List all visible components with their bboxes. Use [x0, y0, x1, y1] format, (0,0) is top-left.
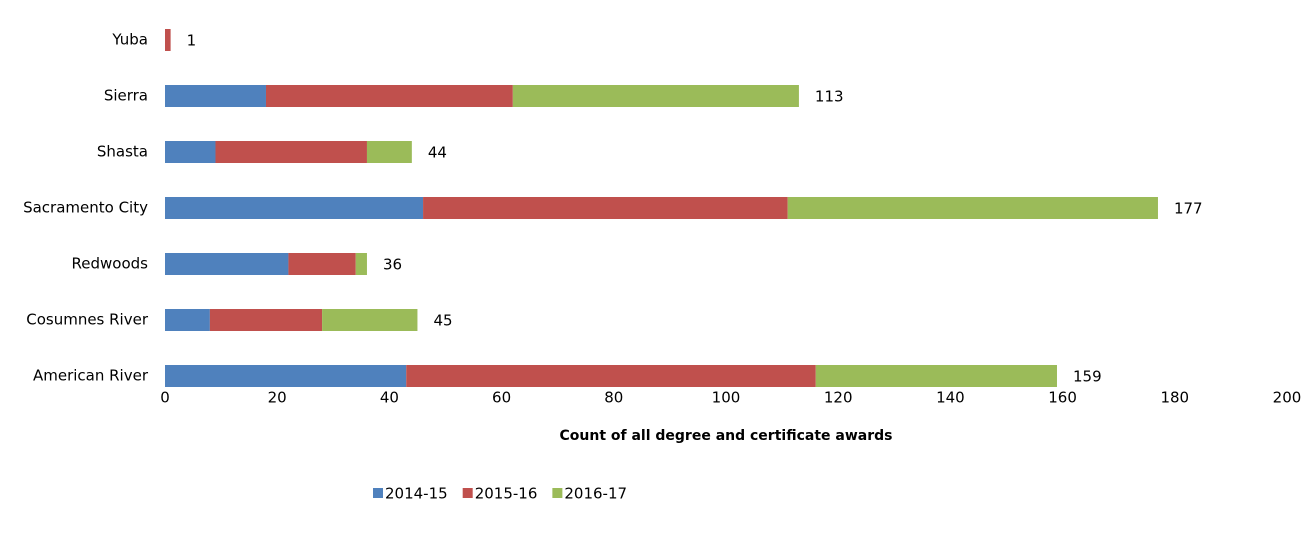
x-tick-label: 160	[1048, 389, 1077, 407]
bar-segment	[355, 253, 367, 275]
x-tick-label: 140	[936, 389, 965, 407]
x-axis-title: Count of all degree and certificate awar…	[560, 428, 893, 444]
bar-segment	[366, 141, 412, 163]
bar-segment	[406, 365, 816, 387]
total-label: 113	[815, 88, 844, 106]
legend-label: 2016-17	[564, 485, 627, 503]
legend-swatch	[462, 488, 473, 498]
x-tick-label: 0	[160, 389, 170, 407]
x-tick-label: 120	[824, 389, 853, 407]
bar-segment	[165, 253, 289, 275]
bar-segment	[423, 197, 788, 219]
bar-segment	[165, 85, 266, 107]
bar-segment	[288, 253, 356, 275]
y-tick-label: American River	[33, 367, 149, 385]
bar-segment	[165, 365, 407, 387]
total-label: 36	[383, 256, 402, 274]
x-tick-label: 180	[1160, 389, 1189, 407]
bar-segment	[787, 197, 1158, 219]
x-tick-label: 20	[268, 389, 287, 407]
y-tick-label: Redwoods	[72, 255, 149, 273]
x-tick-label: 200	[1273, 389, 1302, 407]
legend-swatch	[552, 488, 563, 498]
bar-segment	[165, 309, 210, 331]
bar-segment	[512, 85, 799, 107]
y-tick-label: Cosumnes River	[26, 311, 149, 329]
y-tick-label: Shasta	[97, 143, 148, 161]
total-label: 44	[428, 144, 447, 162]
bar-segment	[322, 309, 418, 331]
bar-segment	[209, 309, 323, 331]
total-label: 45	[433, 312, 452, 330]
bar-segment	[165, 29, 171, 51]
total-label: 1	[187, 32, 197, 50]
legend-swatch	[373, 488, 383, 498]
y-tick-label: Yuba	[111, 31, 148, 49]
y-tick-label: Sierra	[104, 87, 148, 105]
legend-label: 2015-16	[475, 485, 538, 503]
total-label: 177	[1174, 200, 1203, 218]
total-label: 159	[1073, 368, 1102, 386]
bar-segment	[215, 141, 367, 163]
legend-label: 2014-15	[385, 485, 448, 503]
y-tick-label: Sacramento City	[23, 199, 148, 217]
x-tick-label: 100	[712, 389, 741, 407]
x-tick-label: 60	[492, 389, 511, 407]
x-tick-label: 40	[380, 389, 399, 407]
bar-segment	[815, 365, 1057, 387]
bar-segment	[265, 85, 513, 107]
bar-segment	[165, 141, 216, 163]
x-tick-label: 80	[604, 389, 623, 407]
bar-segment	[165, 197, 424, 219]
